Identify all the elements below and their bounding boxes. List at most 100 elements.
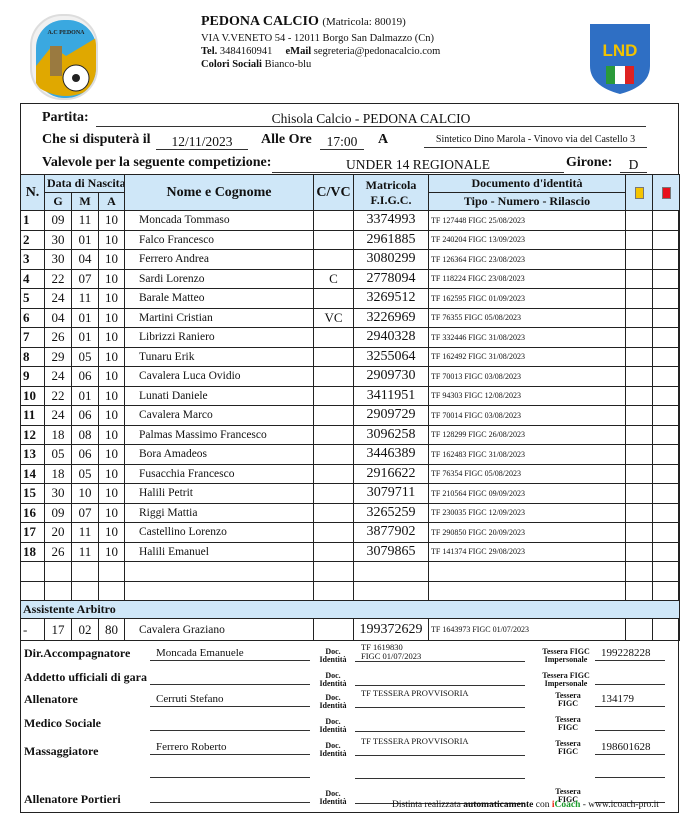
row-number: 3 [20,249,45,270]
player-name: Ferrero Andrea [124,249,314,270]
row-number: 11 [20,405,45,426]
staff-doc-line1: TF 1619830 [361,642,403,652]
place-label: A [378,132,389,147]
assistant-label: Assistente Arbitro [20,600,680,619]
tessera-label-2: FIGC [558,747,578,756]
yellow-card-icon [634,187,644,200]
matricola: 2778094 [353,268,429,289]
player-row: 8 29 05 10 Tunaru Erik 3255064 TF 162492 FIGC … [20,346,680,367]
birth-month [71,561,99,582]
date-value: 12/11/2023 [156,133,248,150]
col-red [652,174,680,211]
birth-day: 05 [44,444,72,465]
row-number [20,580,45,601]
staff-doc-field: TF TESSERA PROVVISORIA [355,737,525,756]
row-number: 15 [20,483,45,504]
player-row: 4 22 07 10 Sardi Lorenzo C 2778094 TF 118224 FI… [20,268,680,289]
red-card-cell [652,346,680,367]
tessera-label: Tessera FIGC Impersonale [540,672,592,688]
doc-label-1: Doc. [325,741,341,750]
svg-text:A.C PEDONA: A.C PEDONA [48,30,86,36]
captain-role [313,502,354,523]
matricola: 3226969 [353,307,429,328]
id-document: TF 1643973 FIGC 01/07/2023 [428,618,626,641]
yellow-card-cell [625,229,653,250]
birth-day [44,580,72,601]
tessera-label: Tessera FIGC [548,692,588,708]
credit-mid: con [535,800,550,810]
matricola: 2909730 [353,366,429,387]
player-row: 9 24 06 10 Cavalera Luca Ovidio 2909730 TF 700… [20,366,680,387]
red-card-cell [652,288,680,309]
matricola: 3877902 [353,522,429,543]
yellow-card-cell [625,483,653,504]
matricola: 2916622 [353,463,429,484]
player-name: Castellino Lorenzo [124,522,314,543]
player-row: 6 04 01 10 Martini Cristian VC 3226969 TF 76355… [20,307,680,328]
captain-role [313,618,354,641]
birth-year: 10 [98,327,125,348]
birth-year: 10 [98,346,125,367]
birth-day: 30 [44,249,72,270]
birth-month: 11 [71,541,99,562]
birth-year: 10 [98,405,125,426]
birth-year: 10 [98,463,125,484]
player-name: Palmas Massimo Francesco [124,424,314,445]
player-row: 10 22 01 10 Lunati Daniele 3411951 TF 94303 FI… [20,385,680,406]
player-row: 2 30 01 10 Falco Francesco 2961885 TF 240204 F… [20,229,680,250]
yellow-card-cell [625,268,653,289]
red-card-cell [652,366,680,387]
row-number: 14 [20,463,45,484]
birth-year: 10 [98,210,125,231]
red-card-cell [652,522,680,543]
player-name [124,561,314,582]
birth-year [98,580,125,601]
row-number: 17 [20,522,45,543]
row-number: 18 [20,541,45,562]
matricola [353,561,429,582]
col-m: M [71,192,99,211]
player-row: 17 20 11 10 Castellino Lorenzo 3877902 TF 2908… [20,522,680,543]
staff-name-field: Ferrero Roberto [150,741,310,755]
player-name [124,580,314,601]
colors-label: Colori Sociali [201,59,262,70]
red-card-cell [652,385,680,406]
col-doc-sub: Tipo - Numero - Rilascio [428,192,626,211]
tessera-label-1: Tessera FIGC [542,671,590,680]
tessera-label-1: Tessera [555,691,581,700]
matricola: 2961885 [353,229,429,250]
doc-label: Doc. Identità [318,742,348,758]
id-document: TF 127448 FIGC 25/08/2023 [428,210,626,231]
staff-doc-line2: FIGC 01/07/2023 [361,650,422,661]
birth-month: 07 [71,502,99,523]
matricola [353,580,429,601]
red-card-cell [652,405,680,426]
row-number: 8 [20,346,45,367]
doc-label: Doc. Identità [318,672,348,688]
id-document: TF 240204 FIGC 13/09/2023 [428,229,626,250]
doc-label: Doc. Identità [318,790,348,806]
red-card-icon [661,187,671,200]
club-matricola: (Matricola: 80019) [322,16,406,28]
time-label: Alle Ore [261,132,312,147]
birth-day: 17 [44,618,72,641]
brand-i: i [551,800,555,810]
yellow-card-cell [625,366,653,387]
player-row: 15 30 10 10 Halili Petrit 3079711 TF 210564 FI… [20,483,680,504]
birth-month: 08 [71,424,99,445]
tel-label: Tel. [201,46,218,57]
competition-value: UNDER 14 REGIONALE [272,156,564,173]
id-document: TF 94303 FIGC 12/08/2023 [428,385,626,406]
yellow-card-cell [625,580,653,601]
doc-label-2: Identità [319,701,347,710]
red-card-cell [652,580,680,601]
matricola: 3411951 [353,385,429,406]
tessera-label-1: Tessera [555,715,581,724]
captain-role [313,483,354,504]
tessera-label-1: Tessera FIGC [542,647,590,656]
birth-day: 24 [44,366,72,387]
yellow-card-cell [625,385,653,406]
yellow-card-cell [625,502,653,523]
col-a: A [98,192,125,211]
row-number: 13 [20,444,45,465]
